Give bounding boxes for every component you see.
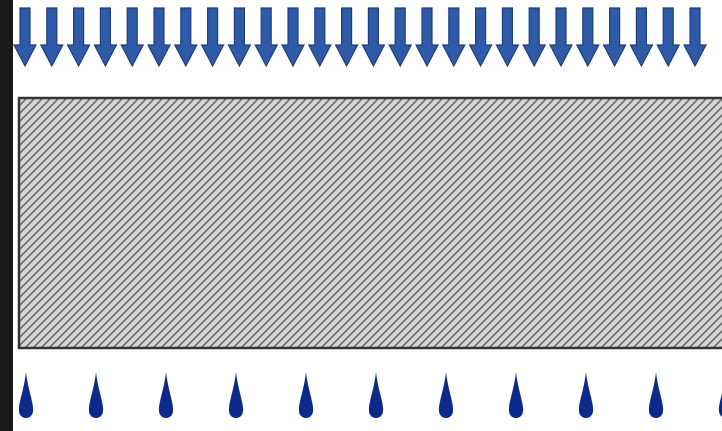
down-arrow-icon <box>39 7 64 68</box>
water-drop-icon <box>368 372 384 418</box>
down-arrow-icon <box>683 7 707 68</box>
water-drop-icon <box>298 372 314 418</box>
pressure-arrows <box>13 7 707 68</box>
down-arrow-icon <box>254 7 279 68</box>
down-arrow-icon <box>200 7 225 68</box>
down-arrow-icon <box>66 7 91 68</box>
down-arrow-icon <box>307 7 332 68</box>
water-drop-icon <box>88 372 104 418</box>
filtration-diagram <box>13 7 722 418</box>
water-drop-icon <box>508 372 524 418</box>
down-arrow-icon <box>549 7 573 68</box>
down-arrow-icon <box>495 7 520 68</box>
down-arrow-icon <box>361 7 386 68</box>
down-arrow-icon <box>602 7 627 68</box>
down-arrow-icon <box>415 7 439 68</box>
diagram-frame <box>13 0 722 431</box>
water-drop-icon <box>578 372 594 418</box>
down-arrow-icon <box>147 7 171 68</box>
down-arrow-icon <box>441 7 466 68</box>
down-arrow-icon <box>468 7 493 68</box>
porous-layer <box>17 96 722 350</box>
water-drop-icon <box>18 372 34 418</box>
down-arrow-icon <box>173 7 198 68</box>
down-arrow-icon <box>120 7 145 68</box>
water-drop-icon <box>648 372 664 418</box>
down-arrow-icon <box>334 7 359 68</box>
down-arrow-icon <box>656 7 681 68</box>
down-arrow-icon <box>281 7 305 68</box>
down-arrow-icon <box>13 7 37 68</box>
water-drop-icon <box>228 372 244 418</box>
down-arrow-icon <box>575 7 600 68</box>
water-drops <box>18 372 722 418</box>
water-drop-icon <box>718 393 722 417</box>
down-arrow-icon <box>522 7 547 68</box>
water-drop-icon <box>438 372 454 418</box>
water-drop-icon <box>158 372 174 418</box>
down-arrow-icon <box>629 7 654 68</box>
down-arrow-icon <box>93 7 118 68</box>
down-arrow-icon <box>227 7 252 68</box>
down-arrow-icon <box>388 7 413 68</box>
